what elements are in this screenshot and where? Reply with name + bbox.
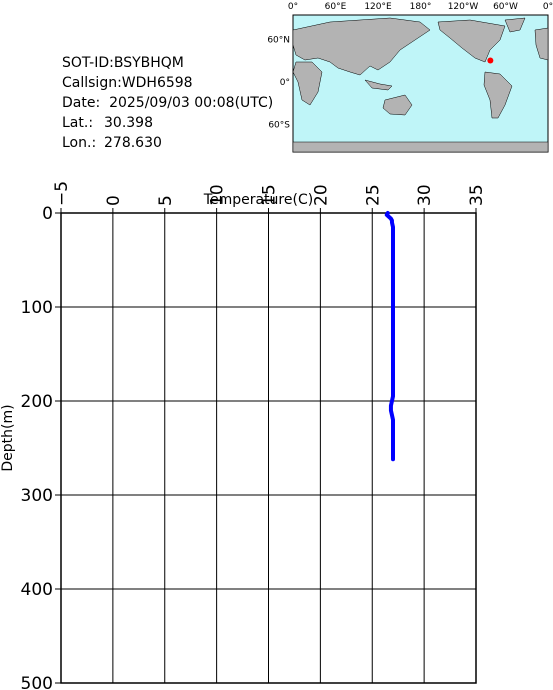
x-tick-label: 20: [311, 184, 331, 206]
map-lon-label: 180°: [410, 2, 432, 12]
y-tick-label: 300: [21, 486, 53, 506]
y-tick-label: 0: [42, 204, 53, 224]
map-lon-label: 60°E: [325, 2, 347, 12]
map-lat-label: 60°S: [268, 120, 290, 130]
x-tick-label: 25: [363, 184, 383, 206]
y-axis-title: Depth(m): [0, 404, 16, 471]
position-marker: [487, 57, 494, 64]
callsign: Callsign:WDH6598: [62, 75, 193, 91]
date: Date: 2025/09/03 00:08(UTC): [62, 95, 273, 111]
map-lon-label: 60°W: [493, 2, 518, 12]
map-lon-label: 120°E: [364, 2, 392, 12]
x-tick-label: −5: [52, 181, 72, 206]
y-tick-label: 200: [21, 392, 53, 412]
lat-label: Lat.:: [62, 115, 93, 131]
map-lon-label: 0°: [288, 2, 298, 12]
x-axis-title: Temperature(C): [203, 192, 313, 208]
map-lat-label: 0°: [280, 78, 290, 88]
x-tick-label: 35: [467, 184, 487, 206]
x-tick-label: 10: [208, 184, 228, 206]
land: [292, 17, 549, 153]
x-tick-label: 5: [156, 195, 176, 206]
x-tick-label: 30: [415, 184, 435, 206]
x-tick-label: 15: [260, 184, 280, 206]
y-tick-label: 500: [21, 674, 53, 690]
x-tick-label: 0: [104, 195, 124, 206]
lon: 278.630: [104, 135, 162, 151]
lat: 30.398: [104, 115, 153, 131]
lon-label: Lon.:: [62, 135, 96, 151]
map-lon-label: 120°W: [448, 2, 479, 12]
map: [292, 14, 549, 153]
sot-id: SOT-ID:BSYBHQM: [62, 55, 184, 71]
y-tick-label: 400: [21, 580, 53, 600]
y-tick-label: 100: [21, 298, 53, 318]
map-lat-label: 60°N: [267, 36, 290, 46]
header: SOT-ID:BSYBHQM Callsign:WDH6598 Date: 20…: [62, 55, 273, 151]
temperature-profile: [384, 211, 395, 462]
map-lon-label: 0°: [543, 2, 553, 12]
